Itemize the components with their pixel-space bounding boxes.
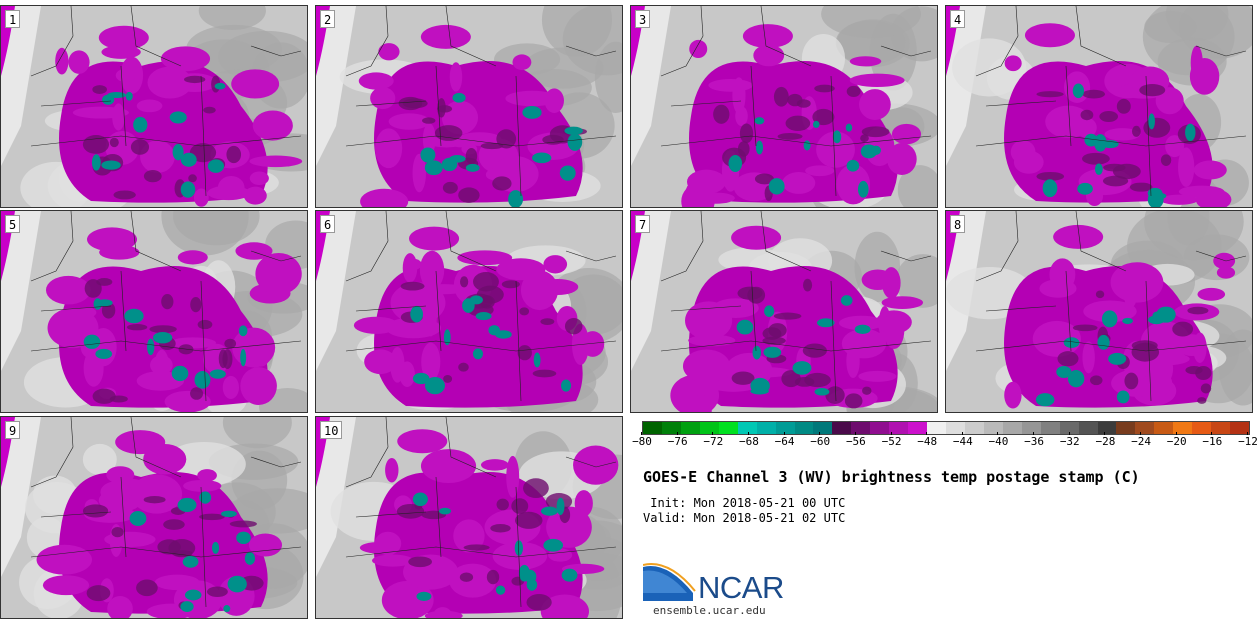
colorbar-tick-label: −36	[1014, 432, 1054, 448]
colorbar-swatch	[1230, 422, 1249, 434]
water-vapor-map	[1, 417, 307, 618]
colorbar-tick-label: −12	[1228, 432, 1260, 448]
colorbar-tick-label: −44	[943, 432, 983, 448]
colorbar-tick-label: −20	[1157, 432, 1197, 448]
map-panel: 4	[945, 5, 1253, 208]
member-number-label: 6	[320, 215, 336, 233]
water-vapor-map	[946, 211, 1252, 412]
colorbar-ticks: −80 −76 −72 −68 −64 −60 −56 −52 −48 −44 −40 −36 −32−…	[632, 432, 1258, 455]
water-vapor-map	[946, 6, 1252, 207]
colorbar-tick-label: −64	[765, 432, 805, 448]
map-panel: 3	[630, 5, 938, 208]
water-vapor-map	[1, 211, 307, 412]
member-number-label: 5	[5, 215, 21, 233]
colorbar-swatch	[813, 422, 833, 434]
figure-title: GOES-E Channel 3 (WV) brightness temp po…	[643, 468, 1140, 486]
colorbar-tick-label: −48	[907, 432, 947, 448]
water-vapor-map	[316, 6, 622, 207]
map-panel: 8	[945, 210, 1253, 413]
colorbar-swatch	[1192, 422, 1212, 434]
member-number-label: 7	[635, 215, 651, 233]
colorbar-swatch	[870, 422, 890, 434]
colorbar-tick-label: −76	[658, 432, 698, 448]
colorbar-swatch	[1002, 422, 1022, 434]
member-number-label: 8	[950, 215, 966, 233]
water-vapor-map	[316, 417, 622, 618]
member-number-label: 10	[320, 421, 343, 439]
colorbar-swatch	[946, 422, 965, 434]
colorbar-swatch	[680, 422, 700, 434]
map-panel: 6	[315, 210, 623, 413]
logo-url: ensemble.ucar.edu	[653, 604, 766, 617]
water-vapor-map	[631, 211, 937, 412]
map-panel: 9	[0, 416, 308, 619]
colorbar-swatch	[661, 422, 681, 434]
ncar-logo-icon	[643, 563, 696, 601]
map-panel: 2	[315, 5, 623, 208]
colorbar-swatch	[643, 422, 662, 434]
colorbar-swatch	[1173, 422, 1193, 434]
colorbar-tick-label: −52	[872, 432, 912, 448]
colorbar-swatch	[1078, 422, 1098, 434]
colorbar-tick-label: −60	[800, 432, 840, 448]
map-panel: 5	[0, 210, 308, 413]
colorbar-swatch	[908, 422, 928, 434]
colorbar-tick-label: −24	[1121, 432, 1161, 448]
member-number-label: 9	[5, 421, 21, 439]
logo-text: NCAR	[698, 570, 784, 605]
colorbar-swatch	[794, 422, 814, 434]
map-panel: 1	[0, 5, 308, 208]
member-number-label: 1	[5, 10, 21, 28]
colorbar-swatch	[983, 422, 1003, 434]
water-vapor-map	[1, 6, 307, 207]
colorbar-swatch	[1021, 422, 1041, 434]
member-number-label: 4	[950, 10, 966, 28]
member-number-label: 3	[635, 10, 651, 28]
colorbar-swatch	[737, 422, 757, 434]
map-panel: 10	[315, 416, 623, 619]
colorbar-tick-label: −80	[622, 432, 662, 448]
colorbar-swatch	[1097, 422, 1117, 434]
colorbar-tick-label: −68	[729, 432, 769, 448]
colorbar-swatch	[1211, 422, 1231, 434]
water-vapor-map	[316, 211, 622, 412]
init-time: Init: Mon 2018-05-21 00 UTC	[643, 496, 846, 510]
colorbar-swatch	[1135, 422, 1155, 434]
valid-time: Valid: Mon 2018-05-21 02 UTC	[643, 511, 846, 525]
colorbar-swatch	[851, 422, 871, 434]
colorbar-swatch	[775, 422, 795, 434]
colorbar-swatch	[1059, 422, 1079, 434]
colorbar-swatch	[832, 422, 852, 434]
colorbar-swatch	[756, 422, 776, 434]
colorbar-swatch	[964, 422, 984, 434]
colorbar-tick-label: −56	[836, 432, 876, 448]
map-panel: 7	[630, 210, 938, 413]
colorbar-tick-label: −32	[1050, 432, 1090, 448]
colorbar-swatch	[699, 422, 719, 434]
colorbar-tick-label: −72	[693, 432, 733, 448]
colorbar-swatch	[1154, 422, 1174, 434]
colorbar-swatch	[718, 422, 738, 434]
water-vapor-map	[631, 6, 937, 207]
colorbar-tick-label: −16	[1192, 432, 1232, 448]
colorbar-swatch	[1116, 422, 1136, 434]
colorbar-swatch	[927, 422, 946, 434]
colorbar: −80 −76 −72 −68 −64 −60 −56 −52 −48 −44 −40 −36 −32−…	[632, 417, 1258, 457]
colorbar-strip	[642, 421, 1250, 435]
colorbar-tick-label: −28	[1085, 432, 1125, 448]
member-number-label: 2	[320, 10, 336, 28]
colorbar-tick-label: −40	[978, 432, 1018, 448]
colorbar-swatch	[1040, 422, 1060, 434]
colorbar-swatch	[889, 422, 909, 434]
